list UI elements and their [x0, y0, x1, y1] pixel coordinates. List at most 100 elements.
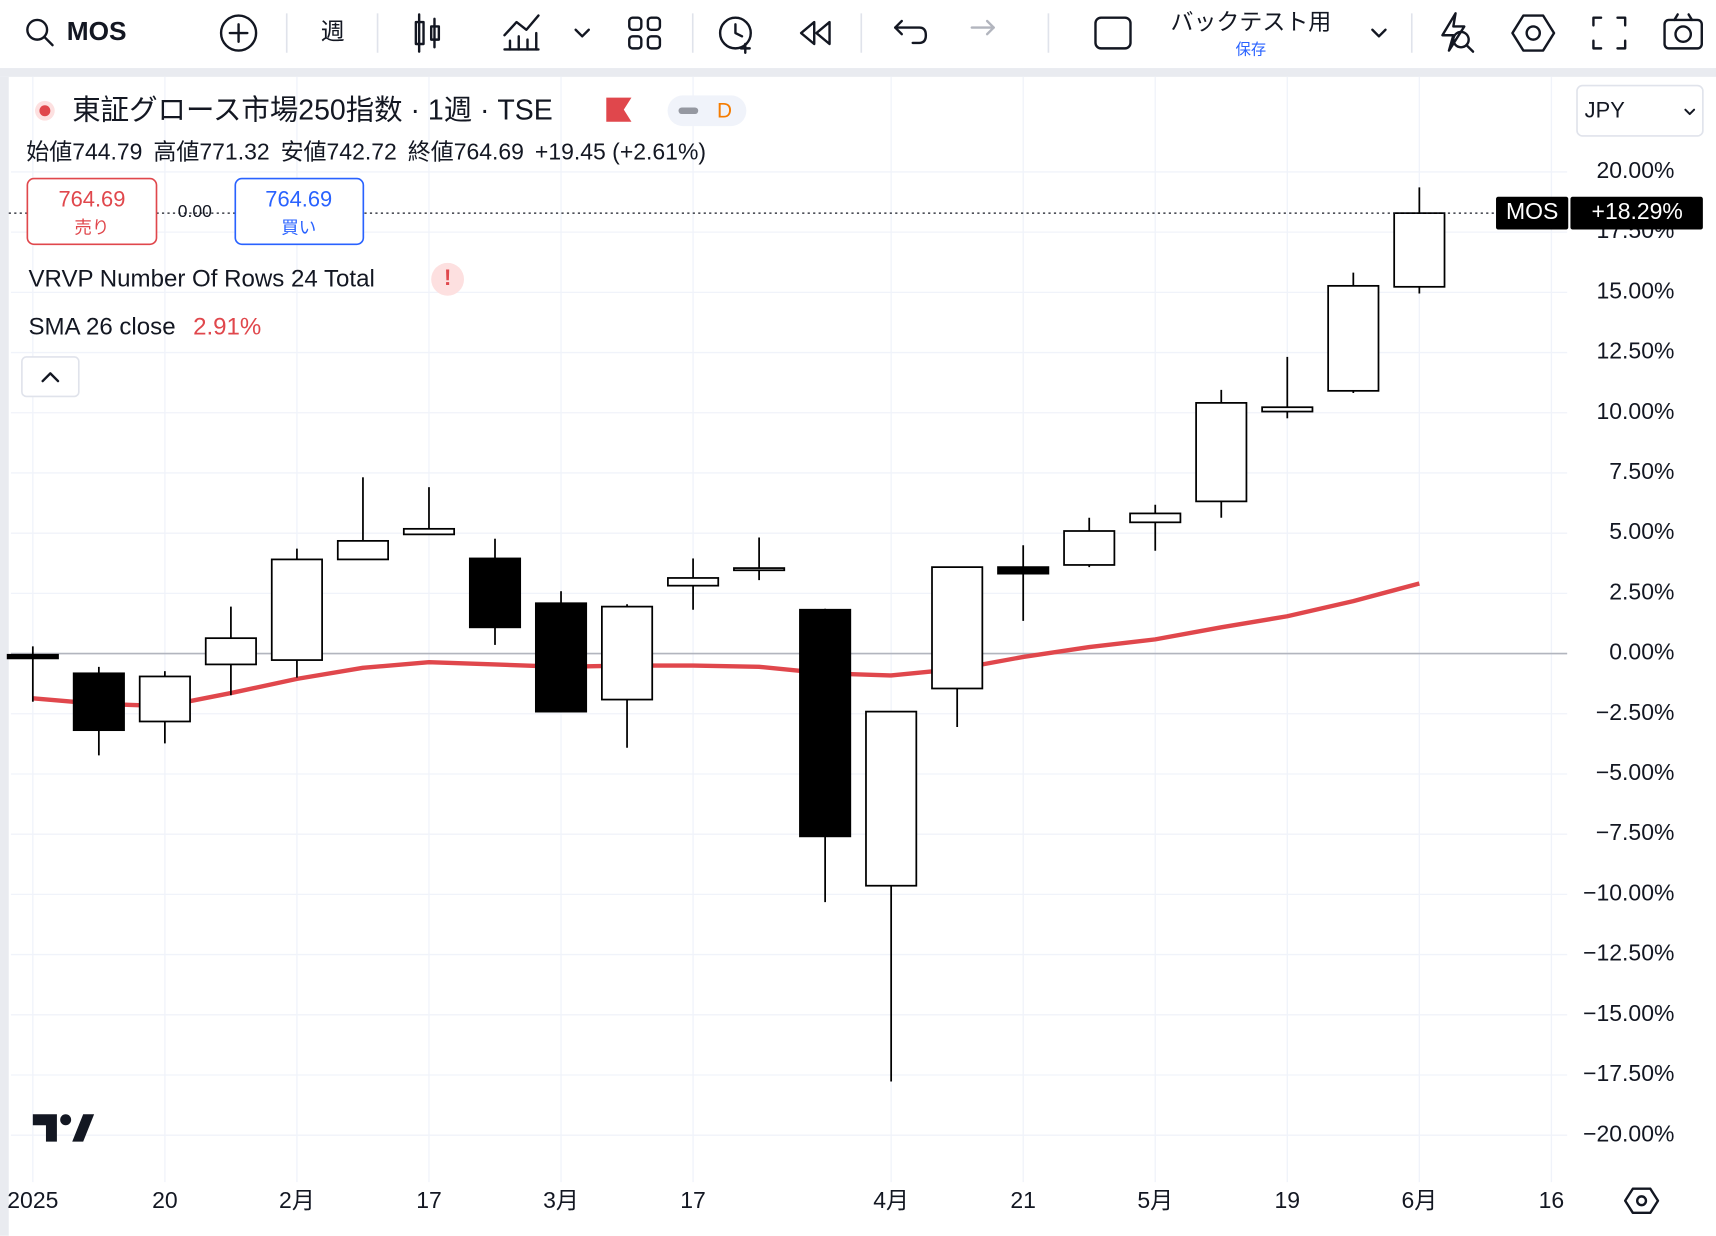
sma-line: [32, 581, 1420, 709]
ohlc-value: 742.72: [327, 139, 397, 165]
collapse-button[interactable]: [21, 356, 80, 398]
candle-body: [733, 567, 786, 572]
y-tick-label: 12.50%: [1597, 338, 1675, 364]
candle-body: [931, 566, 984, 690]
y-tick-label: 15.00%: [1597, 277, 1675, 303]
symbol-search[interactable]: MOS: [26, 16, 127, 47]
indicators-button[interactable]: [503, 14, 590, 51]
axis-settings[interactable]: [1623, 1187, 1660, 1215]
x-tick-label: 17: [680, 1187, 706, 1213]
layout-icon[interactable]: [1094, 16, 1132, 50]
y-tick-label: −17.50%: [1583, 1060, 1674, 1086]
layout-name[interactable]: バックテスト用: [1170, 8, 1331, 34]
x-tick-label: 17: [416, 1187, 442, 1213]
x-tick-label: 2月: [279, 1187, 315, 1213]
candle-body: [336, 539, 390, 561]
candle-body: [865, 710, 918, 887]
currency[interactable]: JPY: [1585, 98, 1626, 123]
y-tick-label: 10.00%: [1597, 398, 1675, 424]
spread: 0.00: [178, 201, 212, 221]
y-tick-label: −2.50%: [1596, 699, 1675, 725]
buy-label[interactable]: 買い: [281, 218, 316, 238]
ohlc-label: 始値: [26, 139, 72, 165]
candle-body: [468, 557, 522, 629]
layout-button[interactable]: [628, 16, 662, 50]
y-tick-label: −15.00%: [1583, 1000, 1674, 1026]
sma-legend: SMA 26 close 2.91%: [28, 314, 261, 341]
toolbar-separator: [0, 68, 1716, 77]
ohlc-label: 高値: [153, 139, 199, 165]
chart-title: 東証グロース市場250指数 · 1週 · TSE: [72, 94, 553, 126]
candle-body: [667, 577, 720, 587]
settings-button[interactable]: [1511, 14, 1556, 52]
x-tick-label: 4月: [873, 1187, 909, 1213]
x-tick-label: 20: [152, 1187, 178, 1213]
data-badge: [667, 95, 747, 127]
candle-body: [1063, 530, 1116, 566]
indicator-alert-bg: [431, 262, 465, 296]
candle-body: [1195, 402, 1248, 503]
candle-body: [402, 527, 456, 536]
x-tick-label: 5月: [1137, 1187, 1173, 1213]
sell-button[interactable]: [26, 177, 158, 246]
candle-body: [997, 566, 1050, 575]
flag[interactable]: [606, 97, 632, 122]
x-tick-label: 6月: [1401, 1187, 1437, 1213]
y-tick-label: −20.00%: [1583, 1120, 1674, 1146]
y-tick-label: −12.50%: [1583, 940, 1674, 966]
quick-search[interactable]: [1441, 12, 1475, 53]
compare-button[interactable]: [219, 14, 258, 52]
y-tick-label: 7.50%: [1609, 458, 1674, 484]
y-tick-label: −7.50%: [1596, 819, 1675, 845]
change: +19.45 (+2.61%): [535, 139, 706, 165]
buy-price[interactable]: 764.69: [265, 186, 332, 211]
candle-body: [72, 672, 125, 732]
sma-name: SMA 26 close: [28, 314, 175, 341]
x-tick-label: 19: [1275, 1187, 1301, 1213]
alert-button[interactable]: [718, 16, 752, 54]
symbol[interactable]: MOS: [67, 16, 127, 46]
left-border: [0, 76, 9, 1236]
ohlc-value: 771.32: [199, 139, 269, 165]
badge-dash: [678, 107, 699, 115]
candle-body: [270, 558, 323, 661]
candle-body: [1393, 212, 1446, 288]
replay-button[interactable]: [799, 20, 831, 46]
currency-caret[interactable]: [1684, 108, 1696, 116]
tv-logo[interactable]: [32, 1114, 95, 1142]
last-value-badge: [1570, 196, 1703, 230]
toolbar-dividers: [285, 13, 1413, 53]
ohlc-value: 764.69: [454, 139, 524, 165]
indicator-alert[interactable]: !: [444, 265, 451, 290]
fullscreen-button[interactable]: [1592, 16, 1627, 50]
last-value-label: +18.29%: [1592, 198, 1683, 224]
currency-select[interactable]: [1576, 84, 1704, 137]
save-status[interactable]: 保存: [1236, 42, 1267, 59]
ohlc-label: 安値: [281, 139, 327, 165]
sell-label[interactable]: 売り: [74, 218, 109, 238]
sell-price[interactable]: 764.69: [58, 186, 125, 211]
candle-body: [601, 605, 654, 701]
ohlc-value: 744.79: [72, 139, 142, 165]
ohlc: 始値744.79 高値771.32 安値742.72 終値764.69 +19.45 (…: [26, 139, 706, 165]
layout-menu[interactable]: [1371, 28, 1387, 38]
candle-body: [6, 653, 59, 660]
y-tick-label: 2.50%: [1609, 578, 1674, 604]
delay-badge: D: [717, 99, 732, 122]
snapshot-button[interactable]: [1663, 13, 1703, 50]
chart-type-button[interactable]: [414, 13, 441, 53]
candle-body: [1129, 512, 1182, 524]
y-tick-label: 5.00%: [1609, 518, 1674, 544]
candle-body: [799, 608, 852, 838]
candle-body: [534, 602, 588, 713]
candle-body: [1261, 406, 1314, 413]
y-tick-label: 20.00%: [1597, 157, 1675, 183]
ohlc-label: 終値: [408, 139, 454, 165]
collapse-icon[interactable]: [41, 372, 60, 383]
interval-button[interactable]: 週: [321, 18, 345, 45]
undo-button[interactable]: [894, 19, 928, 45]
redo-button[interactable]: [970, 19, 995, 36]
buy-button[interactable]: [234, 177, 365, 246]
x-tick-label: 16: [1539, 1187, 1565, 1213]
symbol-badge: [1496, 196, 1569, 230]
